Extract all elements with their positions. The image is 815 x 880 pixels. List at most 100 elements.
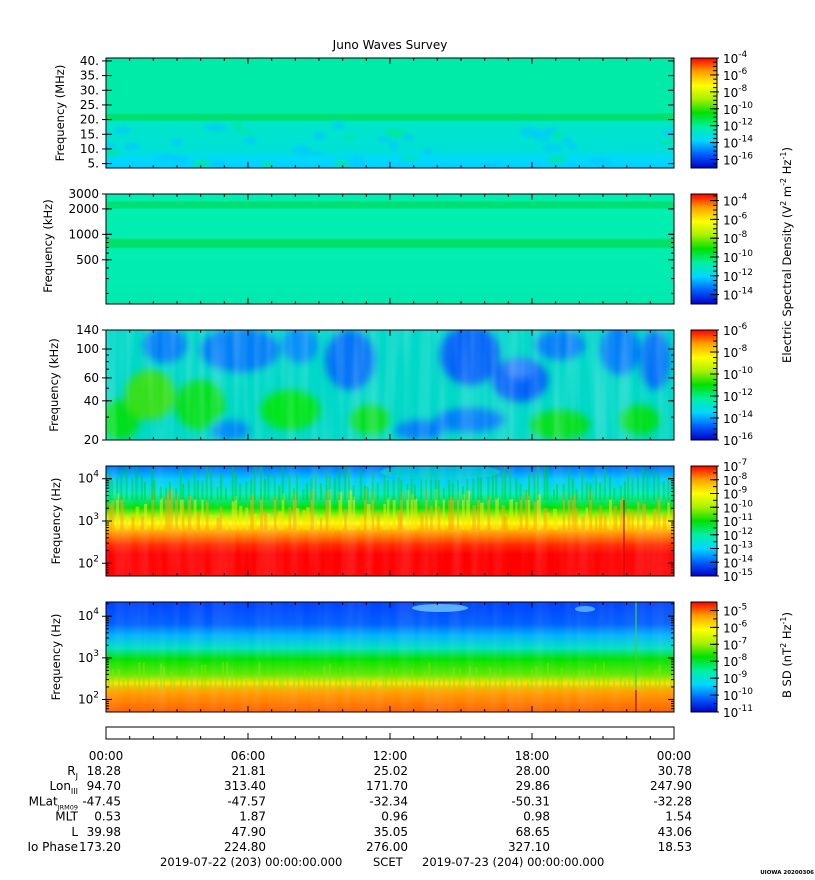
colorbar-tick-label: 10-10 bbox=[723, 249, 753, 265]
ephemeris-value: 0.98 bbox=[523, 810, 550, 824]
ephemeris-value: 29.86 bbox=[516, 779, 550, 793]
y-tick-label: 40. bbox=[80, 54, 99, 68]
ephemeris-value: 1.87 bbox=[239, 810, 266, 824]
ephemeris-value: 276.00 bbox=[366, 840, 408, 854]
colorbar-tick-label: 10-16 bbox=[723, 152, 753, 168]
panel-4-axes: 104 103 102 Frequency (Hz) bbox=[49, 465, 675, 577]
ephemeris-value: 247.90 bbox=[650, 779, 692, 793]
ephemeris-value: 0.96 bbox=[381, 810, 408, 824]
colorbar-tick-label: 10-14 bbox=[723, 135, 753, 151]
time-axis bbox=[105, 726, 675, 740]
colorbar-tick-label: 10-7 bbox=[723, 636, 747, 652]
colorbar-tick-label: 10-12 bbox=[723, 268, 753, 284]
ephemeris-value: 224.80 bbox=[224, 840, 266, 854]
colorbar-scale bbox=[690, 57, 718, 169]
ephemeris-row-label: MLT bbox=[55, 810, 78, 824]
y-tick-label: 5. bbox=[88, 157, 99, 171]
spectrogram-3 bbox=[106, 330, 674, 440]
y-axis-label: Frequency (kHz) bbox=[47, 338, 61, 431]
ephemeris-value: 313.40 bbox=[224, 779, 266, 793]
y-tick-label: 102 bbox=[78, 690, 99, 706]
colorbar-tick-label: 10-5 bbox=[723, 602, 747, 618]
y-tick-label: 35. bbox=[80, 69, 99, 83]
colorbar-tick-label: 10-4 bbox=[723, 193, 748, 209]
colorbar-scale bbox=[690, 193, 718, 305]
colorbar-tick-label: 10-8 bbox=[723, 653, 748, 669]
ephemeris-value: 35.05 bbox=[374, 825, 408, 839]
panel-5-axes: 104 103 102 Frequency (Hz) bbox=[49, 601, 675, 713]
y-tick-label: 40 bbox=[84, 394, 99, 408]
colorbar-tick-label: 10-10 bbox=[723, 687, 753, 703]
time-tick-label: 00:00 bbox=[89, 749, 124, 763]
spectrogram-5 bbox=[106, 602, 674, 712]
colorbar-2: 10-4 10-6 10-8 10-10 10-12 10-14 bbox=[690, 193, 753, 305]
colorbar-tick-label: 10-10 bbox=[723, 499, 753, 515]
y-axis-label: Frequency (MHz) bbox=[53, 65, 67, 162]
colorbar-tick-label: 10-9 bbox=[723, 670, 748, 686]
colorbar-tick-label: 10-8 bbox=[723, 230, 748, 246]
y-axis-label: Frequency (Hz) bbox=[49, 614, 63, 701]
colorbar-tick-label: 10-9 bbox=[723, 486, 748, 502]
ephemeris-value: -50.31 bbox=[511, 794, 550, 808]
ephemeris-value: 25.02 bbox=[374, 764, 408, 778]
y-tick-label: 104 bbox=[78, 470, 99, 486]
ephemeris-value: 0.53 bbox=[94, 810, 121, 824]
ephemeris-row-label: LonIII bbox=[50, 779, 79, 796]
ephemeris-value: 47.90 bbox=[232, 825, 266, 839]
ephemeris-value: 28.00 bbox=[516, 764, 550, 778]
ephemeris-value: 18.28 bbox=[87, 764, 121, 778]
colorbar-tick-label: 10-12 bbox=[723, 118, 753, 134]
ephemeris-value: 68.65 bbox=[516, 825, 550, 839]
colorbar-tick-label: 10-8 bbox=[723, 472, 748, 488]
colorbar-tick-label: 10-6 bbox=[723, 619, 748, 635]
y-tick-label: 1000 bbox=[68, 227, 99, 241]
y-tick-label: 3000 bbox=[68, 187, 99, 201]
ephemeris-value: 1.54 bbox=[665, 810, 692, 824]
colorbar-tick-label: 10-12 bbox=[723, 388, 753, 404]
scet-label: SCET bbox=[373, 855, 404, 869]
time-tick-label: 06:00 bbox=[231, 749, 266, 763]
ephemeris-value: -32.28 bbox=[653, 794, 692, 808]
colorbar-tick-label: 10-14 bbox=[723, 287, 753, 303]
colorbar-tick-label: 10-11 bbox=[723, 704, 753, 720]
ephemeris-value: 43.06 bbox=[658, 825, 692, 839]
ephemeris-value: 21.81 bbox=[232, 764, 266, 778]
ephemeris-row-label: L bbox=[71, 825, 78, 839]
panel-2 bbox=[106, 194, 674, 304]
ephemeris-value: 171.70 bbox=[366, 779, 408, 793]
y-tick-label: 20 bbox=[84, 433, 99, 447]
colorbar-3: 10-6 10-8 10-10 10-12 10-14 10-16 bbox=[690, 322, 753, 448]
figure-title: Juno Waves Survey bbox=[332, 38, 448, 52]
colorbar-tick-label: 10-8 bbox=[723, 84, 748, 100]
y-tick-label: 25. bbox=[80, 98, 99, 112]
credit-label: UIOWA 20200306 bbox=[760, 870, 814, 876]
time-tick-label: 18:00 bbox=[515, 749, 550, 763]
y-tick-label: 102 bbox=[78, 554, 99, 570]
colorbar-scale bbox=[690, 601, 718, 713]
colorbar-tick-label: 10-16 bbox=[723, 432, 753, 448]
ephemeris-value: 173.20 bbox=[79, 840, 121, 854]
panel-3 bbox=[106, 330, 674, 440]
ephemeris-value: 327.10 bbox=[508, 840, 550, 854]
ephemeris-value: -47.45 bbox=[82, 794, 121, 808]
panel-1 bbox=[106, 58, 674, 168]
y-tick-label: 103 bbox=[78, 649, 99, 665]
colorbar-tick-label: 10-13 bbox=[723, 541, 753, 557]
colorbar-tick-label: 10-4 bbox=[723, 50, 748, 66]
y-tick-label: 140 bbox=[76, 323, 99, 337]
colorbar-tick-label: 10-12 bbox=[723, 527, 753, 543]
ephemeris-value: 94.70 bbox=[87, 779, 121, 793]
y-tick-label: 2000 bbox=[68, 202, 99, 216]
colorbar-title-magnetic: B SD (nT2 Hz-1) bbox=[779, 612, 794, 698]
colorbar-4: 10-710-810-910-1010-1110-1210-1310-1410-… bbox=[690, 458, 753, 584]
panel-3-axes: 140 100 60 40 20 Frequency (kHz) bbox=[47, 323, 675, 447]
scet-start-label: 2019-07-22 (203) 00:00:00.000 bbox=[160, 855, 342, 869]
y-tick-label: 10. bbox=[80, 142, 99, 156]
spectrogram-2 bbox=[106, 194, 674, 304]
time-tick-label: 12:00 bbox=[373, 749, 408, 763]
ephemeris-value: 30.78 bbox=[658, 764, 692, 778]
panel-1-axes: 40.35.30.25.20.15.10.5. Frequency (MHz) bbox=[53, 54, 675, 171]
colorbar-tick-label: 10-10 bbox=[723, 101, 753, 117]
